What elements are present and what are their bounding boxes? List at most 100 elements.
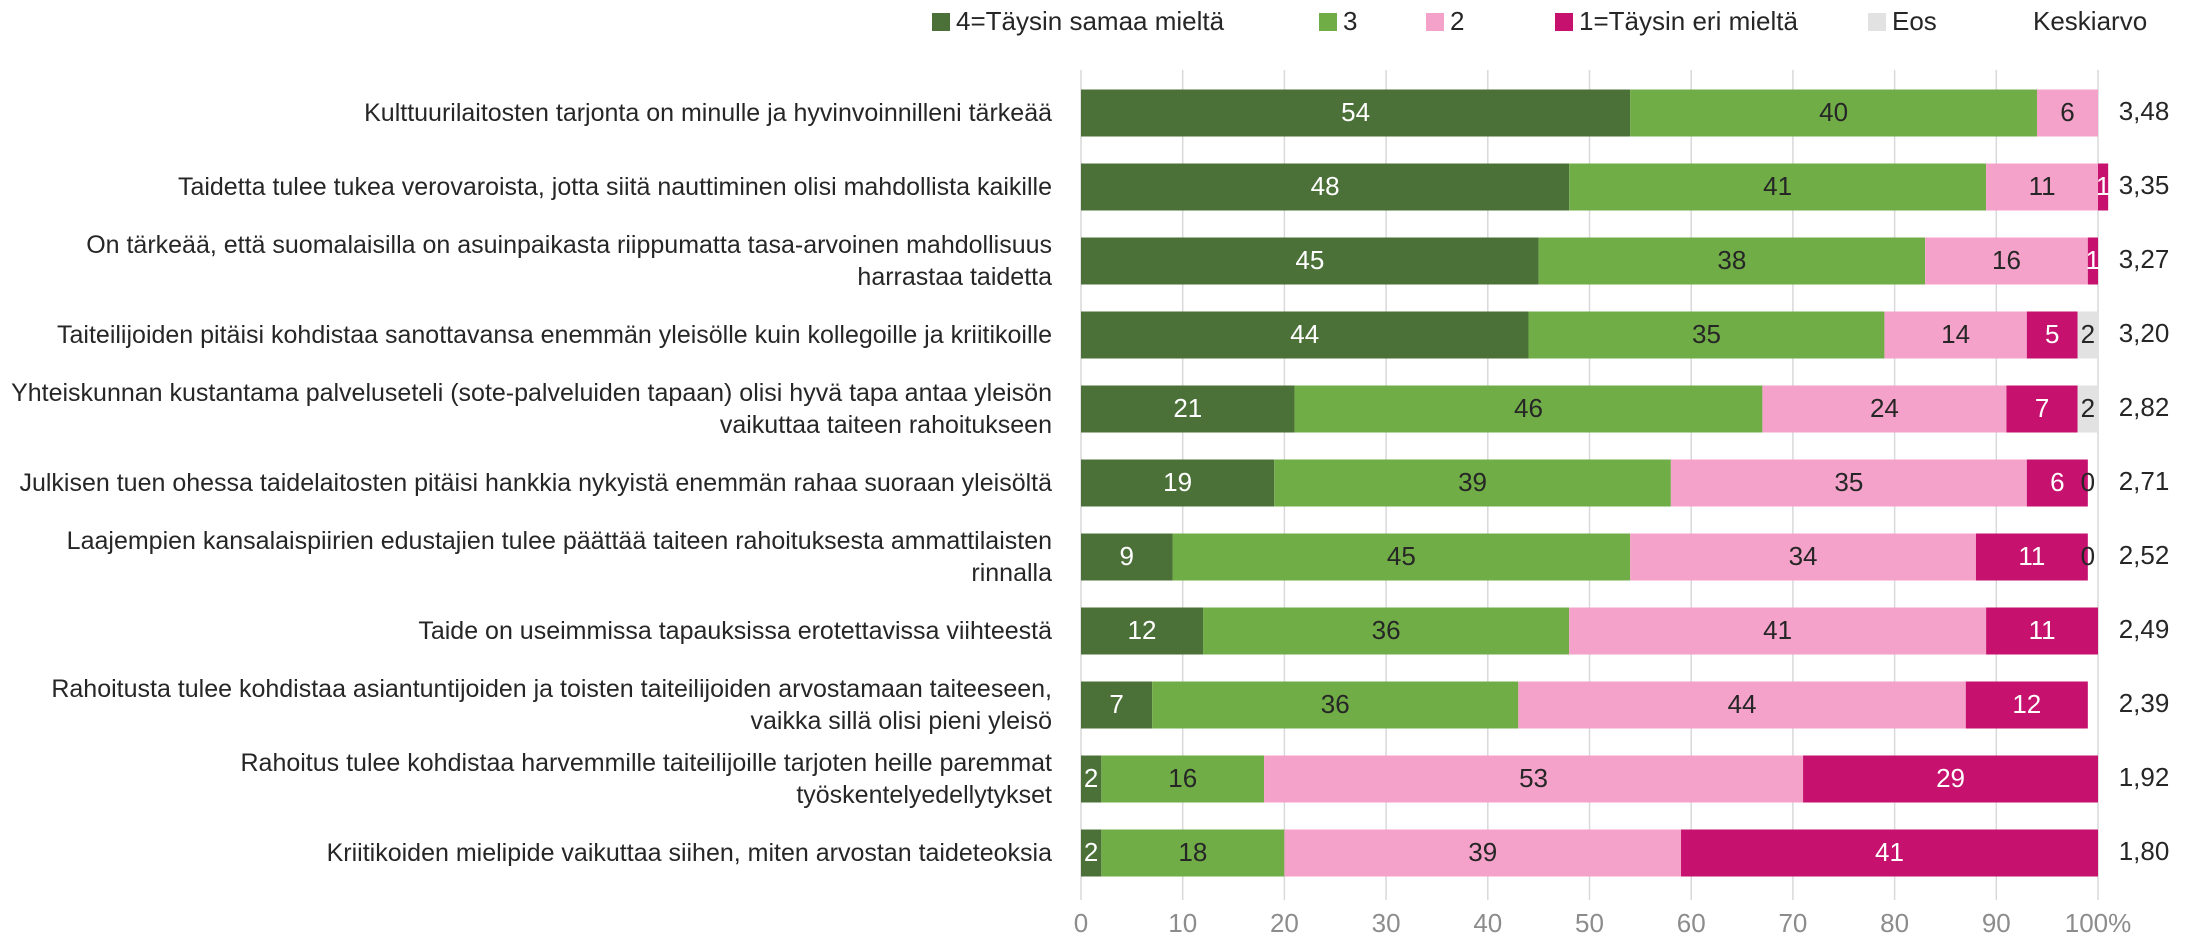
legend-label: 4=Täysin samaa mieltä — [956, 6, 1225, 36]
bar-segment — [1081, 237, 1539, 285]
x-tick-label: 80 — [1880, 908, 1909, 937]
bar-segment — [1965, 681, 2088, 729]
bar-segment — [1081, 829, 1102, 877]
x-tick-label: 0 — [1074, 908, 1088, 937]
mean-label: 3,20 — [2119, 318, 2170, 348]
bar-segment — [1986, 607, 2098, 655]
mean-label: 1,80 — [2119, 836, 2170, 866]
category-label: Julkisen tuen ohessa taidelaitosten pitä… — [19, 469, 1052, 497]
data-label: 11 — [2029, 171, 2056, 201]
data-label: 0 — [2081, 467, 2095, 497]
data-label: 41 — [1763, 615, 1792, 645]
data-label: 9 — [1120, 541, 1134, 571]
category-label: Laajempien kansalaispiirien edustajien t… — [66, 527, 1052, 587]
data-label: 12 — [2012, 689, 2041, 719]
data-label: 40 — [1819, 97, 1848, 127]
mean-label: 2,71 — [2119, 466, 2170, 496]
bar-segment — [2087, 237, 2098, 285]
data-label: 44 — [1290, 319, 1319, 349]
legend-swatch — [932, 13, 950, 31]
category-label: Kriitikoiden mielipide vaikuttaa siihen,… — [326, 839, 1052, 867]
category-label: Rahoitus tulee kohdistaa harvemmille tai… — [240, 749, 1052, 809]
data-label: 7 — [1109, 689, 1123, 719]
data-label: 19 — [1163, 467, 1192, 497]
data-label: 16 — [1992, 245, 2021, 275]
x-tick-label: 40 — [1473, 908, 1502, 937]
legend-swatch — [1868, 13, 1886, 31]
bar-segment — [1884, 311, 2027, 359]
legend-label: Eos — [1892, 6, 1937, 36]
bar-segment — [2026, 459, 2088, 507]
bar-segment — [1925, 237, 2088, 285]
bar-segment — [2098, 163, 2109, 211]
bar-segment — [1203, 607, 1570, 655]
data-label: 38 — [1717, 245, 1746, 275]
data-label: 16 — [1168, 763, 1197, 793]
mean-label: 3,27 — [2119, 244, 2170, 274]
category-label: On tärkeää, että suomalaisilla on asuinp… — [86, 231, 1052, 291]
mean-label: 3,35 — [2119, 170, 2170, 200]
mean-title: Keskiarvo — [2033, 6, 2147, 36]
bar-segment — [1081, 459, 1275, 507]
data-label: 53 — [1519, 763, 1548, 793]
data-label: 7 — [2035, 393, 2049, 423]
bar-segment — [1294, 385, 1763, 433]
mean-label: 2,82 — [2119, 392, 2170, 422]
bar-segment — [1101, 829, 1285, 877]
bar-segment — [1284, 829, 1682, 877]
x-tick-label: 60 — [1677, 908, 1706, 937]
data-label: 41 — [1763, 171, 1792, 201]
x-tick-label: 90 — [1982, 908, 2011, 937]
mean-label: 2,52 — [2119, 540, 2170, 570]
data-label: 48 — [1311, 171, 1340, 201]
data-label: 36 — [1372, 615, 1401, 645]
legend-swatch — [1555, 13, 1573, 31]
bar-segment — [1274, 459, 1671, 507]
category-label: Taide on useimmissa tapauksissa erotetta… — [418, 617, 1052, 645]
data-label: 6 — [2050, 467, 2064, 497]
data-label: 24 — [1870, 393, 1899, 423]
legend-label: 1=Täysin eri mieltä — [1579, 6, 1798, 36]
bar-segment — [1081, 755, 1102, 803]
data-label: 2 — [2081, 393, 2095, 423]
mean-label: 2,39 — [2119, 688, 2170, 718]
data-label: 46 — [1514, 393, 1543, 423]
data-label: 14 — [1941, 319, 1970, 349]
data-label: 11 — [2029, 615, 2056, 645]
bar-segment — [2026, 311, 2078, 359]
x-tick-label: 50 — [1575, 908, 1604, 937]
category-label: Rahoitusta tulee kohdistaa asiantuntijoi… — [51, 675, 1052, 735]
mean-label: 3,48 — [2119, 96, 2170, 126]
data-label: 6 — [2060, 97, 2074, 127]
data-label: 39 — [1458, 467, 1487, 497]
x-tick-label: 30 — [1372, 908, 1401, 937]
bar-segment — [1172, 533, 1631, 581]
data-label: 45 — [1387, 541, 1416, 571]
legend-swatch — [1319, 13, 1337, 31]
data-label: 45 — [1295, 245, 1324, 275]
x-tick-label: 100% — [2065, 908, 2132, 937]
bar-segment — [1081, 163, 1570, 211]
bar-segment — [1081, 89, 1631, 137]
data-label: 39 — [1468, 837, 1497, 867]
bar-segment — [1518, 681, 1966, 729]
data-label: 41 — [1875, 837, 1904, 867]
data-label: 2 — [1084, 763, 1098, 793]
bar-segment — [2006, 385, 2078, 433]
data-label: 12 — [1128, 615, 1157, 645]
x-tick-label: 10 — [1168, 908, 1197, 937]
legend-swatch — [1426, 13, 1444, 31]
bar-segment — [1101, 755, 1265, 803]
bar-segment — [2077, 311, 2098, 359]
bar-segment — [1803, 755, 2098, 803]
bar-segment — [1081, 385, 1295, 433]
category-label: Yhteiskunnan kustantama palveluseteli (s… — [11, 379, 1052, 439]
data-label: 29 — [1936, 763, 1965, 793]
bar-segment — [1081, 311, 1529, 359]
data-label: 34 — [1789, 541, 1818, 571]
bar-segment — [1986, 163, 2098, 211]
bar-segment — [1670, 459, 2027, 507]
bar-segment — [1630, 533, 1976, 581]
bar-segment — [1081, 533, 1173, 581]
bar-segment — [1538, 237, 1926, 285]
